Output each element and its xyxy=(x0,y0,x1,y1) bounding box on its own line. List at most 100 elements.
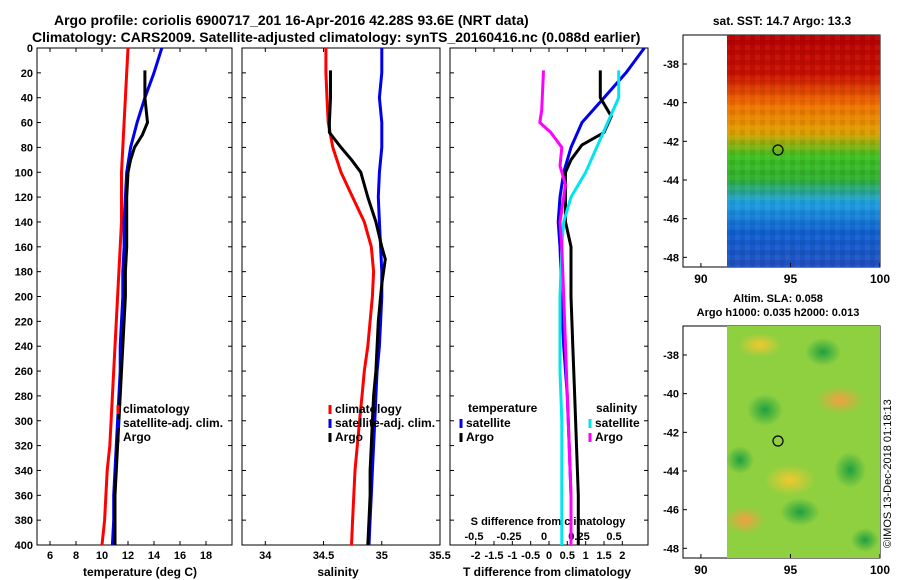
legend-label: Argo xyxy=(335,430,363,444)
map-y-tick-label: -38 xyxy=(663,350,679,362)
series-line xyxy=(538,70,573,545)
x-axis-label: T difference from climatology xyxy=(463,565,631,579)
x-tick-label: 0 xyxy=(546,550,552,562)
x-tick-label: 1 xyxy=(583,550,589,562)
legend-label: Argo xyxy=(123,430,151,444)
x-tick-label: 35.5 xyxy=(429,550,450,562)
sla-blob xyxy=(816,386,864,414)
sla-map-axes: 90 95 100 -38 -40 -42 -44 -46 -48 xyxy=(663,350,890,577)
x-tick-label: 34.5 xyxy=(313,550,334,562)
map-y-tick-label: -42 xyxy=(663,427,679,439)
y-tick-label: 20 xyxy=(21,68,33,80)
sla-blob xyxy=(764,464,816,496)
sst-map-texture xyxy=(727,35,880,267)
sla-map-subtitle: Argo h1000: 0.035 h2000: 0.013 xyxy=(697,307,860,319)
y-tick-label: 40 xyxy=(21,93,33,105)
copyright-text: ©IMOS 13-Dec-2018 01:18:13 xyxy=(882,399,894,548)
sla-blob xyxy=(805,338,841,366)
y-tick-label: 100 xyxy=(15,167,33,179)
legend-label: climatology xyxy=(335,402,402,416)
sla-blob xyxy=(834,452,866,488)
top-tick-label: 0.5 xyxy=(606,531,621,543)
legend-label: satellite xyxy=(595,416,640,430)
x-tick-label: 2 xyxy=(619,550,625,562)
y-tick-label: 300 xyxy=(15,416,33,428)
y-tick-label: 360 xyxy=(15,490,33,502)
map-y-tick-label: -44 xyxy=(663,175,680,187)
sla-blob xyxy=(780,498,820,526)
map-x-tick-label: 95 xyxy=(784,272,798,286)
x-axis-label: temperature (deg C) xyxy=(83,565,197,579)
y-tick-label: 240 xyxy=(15,341,33,353)
y-tick-label: 160 xyxy=(15,242,33,254)
y-tick-label: 400 xyxy=(15,540,33,552)
salinity-panel: 34 34.5 35 35.5 salinity climatologysatellite… xyxy=(241,47,451,579)
legend-label: climatology xyxy=(123,402,190,416)
legend-label: Argo xyxy=(466,430,494,444)
top-tick-label: -0.25 xyxy=(496,531,521,543)
x-tick-label: 14 xyxy=(148,550,161,562)
x-tick-label: -1.5 xyxy=(485,550,504,562)
x-tick-label: 16 xyxy=(174,550,186,562)
map-x-tick-label: 100 xyxy=(870,563,890,577)
legend-label: satellite-adj. clim. xyxy=(123,416,223,430)
map-y-tick-label: -42 xyxy=(663,136,679,148)
panel-frame xyxy=(241,47,441,546)
y-tick-label: 220 xyxy=(15,316,33,328)
panel-frame xyxy=(36,47,233,546)
map-x-tick-label: 90 xyxy=(694,272,708,286)
x-tick-label: 6 xyxy=(47,550,53,562)
y-tick-label: 280 xyxy=(15,391,33,403)
sla-argo-marker xyxy=(772,435,784,447)
sla-map: Altim. SLA: 0.058 Argo h1000: 0.035 h200… xyxy=(663,293,890,577)
series-line xyxy=(327,70,387,546)
y-tick-label: 260 xyxy=(15,366,33,378)
header-line1: Argo profile: coriolis 6900717_201 16-Ap… xyxy=(54,12,529,28)
y-tick-label: 380 xyxy=(15,515,33,527)
sst-argo-marker xyxy=(772,144,784,156)
top-axis-label: S difference from climatology xyxy=(471,516,627,528)
top-tick-label: -0.5 xyxy=(465,531,484,543)
legend-title-salinity: salinity xyxy=(596,401,638,415)
sla-blob xyxy=(725,506,765,534)
sla-blob xyxy=(851,528,879,552)
map-y-tick-label: -48 xyxy=(663,252,679,264)
x-axis-label: salinity xyxy=(317,565,359,579)
map-x-tick-label: 100 xyxy=(870,272,890,286)
y-tick-label: 120 xyxy=(15,192,33,204)
legend-label: Argo xyxy=(595,430,623,444)
x-tick-label: 1.5 xyxy=(596,550,611,562)
difference-panel: -2 -1.5 -1 -0.5 0 0.5 1 1.5 2T difference from c… xyxy=(449,47,649,579)
sst-map-axes: 90 95 100 -38 -40 -42 -44 -46 -48 xyxy=(663,59,890,286)
x-tick-label: 34 xyxy=(259,550,272,562)
series-line xyxy=(100,47,130,546)
panel-frame xyxy=(449,47,649,546)
map-y-tick-label: -40 xyxy=(663,98,679,110)
y-tick-label: 340 xyxy=(15,465,33,477)
sla-blob xyxy=(738,333,782,357)
map-y-tick-label: -46 xyxy=(663,505,679,517)
x-tick-label: 12 xyxy=(122,550,134,562)
y-tick-label: 180 xyxy=(15,267,33,279)
x-tick-label: -0.5 xyxy=(521,550,540,562)
x-tick-label: 10 xyxy=(96,550,108,562)
y-tick-label: 200 xyxy=(15,292,33,304)
y-tick-label: 320 xyxy=(15,441,33,453)
legend-title-temperature: temperature xyxy=(468,401,538,415)
top-tick-label: 0 xyxy=(541,531,547,543)
y-tick-label: 140 xyxy=(15,217,33,229)
map-y-tick-label: -38 xyxy=(663,59,679,71)
sla-map-title: Altim. SLA: 0.058 xyxy=(733,293,823,305)
y-tick-label: 80 xyxy=(21,142,33,154)
x-tick-label: 0.5 xyxy=(560,550,575,562)
map-y-tick-label: -46 xyxy=(663,214,679,226)
sst-map: sat. SST: 14.7 Argo: 13.3 90 95 100 -38 -40 -… xyxy=(663,14,890,286)
map-y-tick-label: -40 xyxy=(663,389,679,401)
legend-label: satellite-adj. clim. xyxy=(335,416,435,430)
series-line xyxy=(558,70,621,545)
legend-label: satellite xyxy=(466,416,511,430)
x-tick-label: -2 xyxy=(471,550,481,562)
x-tick-label: 8 xyxy=(73,550,79,562)
map-x-tick-label: 95 xyxy=(784,563,798,577)
